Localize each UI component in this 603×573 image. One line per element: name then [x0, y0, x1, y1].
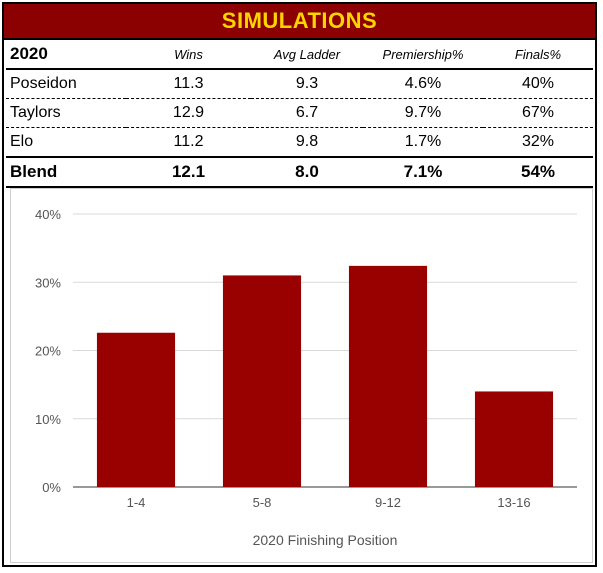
- premiership-cell: 4.6%: [363, 69, 483, 99]
- table-header-row: 2020 Wins Avg Ladder Premiership% Finals…: [6, 40, 593, 70]
- table-year: 2020: [6, 40, 126, 70]
- blend-finals-cell: 54%: [483, 156, 593, 188]
- wins-cell: 11.3: [126, 69, 251, 99]
- bar: [96, 332, 176, 487]
- y-tick-label: 40%: [35, 207, 61, 222]
- model-name: Poseidon: [6, 69, 126, 99]
- avg-ladder-cell: 6.7: [251, 98, 363, 128]
- y-tick-label: 30%: [35, 275, 61, 290]
- column-header-avg-ladder: Avg Ladder: [251, 40, 363, 70]
- bar: [474, 391, 554, 487]
- blend-row: Blend 12.1 8.0 7.1% 54%: [6, 156, 593, 188]
- x-tick-label: 9-12: [375, 495, 401, 510]
- blend-wins-cell: 12.1: [126, 156, 251, 188]
- finals-cell: 67%: [483, 98, 593, 128]
- simulations-banner: SIMULATIONS: [4, 4, 595, 40]
- premiership-cell: 9.7%: [363, 98, 483, 128]
- chart-svg: 0% 10% 20% 30% 40% 1-4 5-8 9-12 13-16 2020 Finish…: [35, 207, 577, 548]
- wins-cell: 11.2: [173, 133, 204, 150]
- banner-title: SIMULATIONS: [221, 8, 378, 33]
- x-axis-label: 2020 Finishing Position: [253, 532, 398, 548]
- avg-ladder-cell: 9.8: [295, 133, 319, 150]
- blend-premiership-cell: 7.1%: [363, 156, 483, 188]
- x-tick-label: 5-8: [253, 495, 272, 510]
- blend-name: Blend: [6, 156, 126, 188]
- x-tick-label: 1-4: [127, 495, 146, 510]
- finals-cell: 32%: [521, 133, 555, 150]
- blend-avg-ladder-cell: 8.0: [251, 156, 363, 188]
- x-tick-label: 13-16: [497, 495, 530, 510]
- column-header-wins: Wins: [126, 40, 251, 70]
- column-header-premiership: Premiership%: [363, 40, 483, 70]
- avg-ladder-cell: 9.3: [251, 69, 363, 99]
- premiership-cell: 1.7%: [404, 133, 442, 150]
- model-name: Taylors: [6, 98, 126, 128]
- y-tick-label: 10%: [35, 412, 61, 427]
- table-row: Elo 11.2 9.8 1.7% 32%: [6, 128, 593, 158]
- finishing-position-chart: 0% 10% 20% 30% 40% 1-4 5-8 9-12 13-16 2020 Finish…: [10, 188, 593, 563]
- bar: [222, 275, 302, 487]
- model-name: Elo: [10, 133, 34, 150]
- simulations-table: 2020 Wins Avg Ladder Premiership% Finals…: [6, 40, 593, 188]
- bar: [348, 265, 428, 487]
- y-tick-label: 0%: [42, 480, 61, 495]
- table-row: Poseidon 11.3 9.3 4.6% 40%: [6, 69, 593, 99]
- y-tick-label: 20%: [35, 344, 61, 359]
- table-row: Taylors 12.9 6.7 9.7% 67%: [6, 98, 593, 128]
- wins-cell: 12.9: [126, 98, 251, 128]
- simulations-panel: SIMULATIONS 2020 Wins Avg Ladder Premier…: [2, 2, 597, 567]
- finals-cell: 40%: [483, 69, 593, 99]
- column-header-finals: Finals%: [483, 40, 593, 70]
